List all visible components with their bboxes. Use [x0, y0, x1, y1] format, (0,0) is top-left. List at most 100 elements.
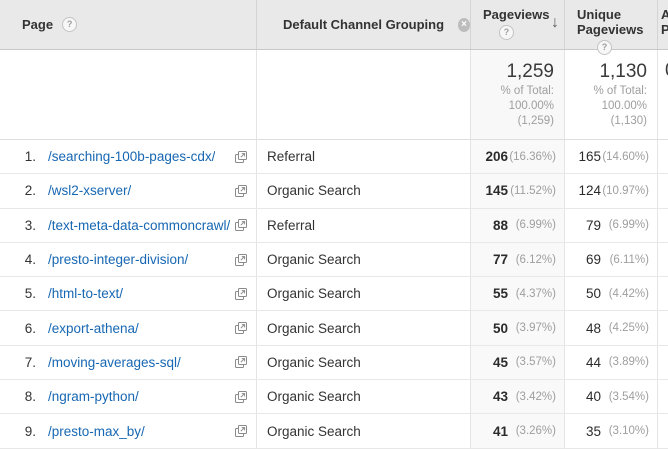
cropped-cell [657, 277, 668, 311]
unique-pageviews-percent: (14.60%) [602, 150, 649, 163]
channel-grouping-cell: Organic Search [256, 311, 470, 345]
pageviews-value: 45 [492, 354, 508, 370]
pageviews-percent: (3.97%) [515, 322, 556, 335]
sort-descending-icon: ↓ [551, 14, 559, 31]
column-header-pageviews[interactable]: Pageviews ? ↓ [470, 0, 564, 49]
pageviews-cell: 77 (6.12%) [470, 242, 564, 277]
table-row: 3. /text-meta-data-commoncrawl/ Referral… [0, 208, 668, 243]
unique-pageviews-value: 35 [585, 423, 601, 439]
unique-pageviews-percent: (3.89%) [608, 356, 649, 369]
page-link[interactable]: /html-to-text/ [48, 286, 124, 302]
page-link[interactable]: /ngram-python/ [48, 389, 139, 405]
help-icon[interactable]: ? [499, 25, 514, 40]
page-link[interactable]: /searching-100b-pages-cdx/ [48, 149, 216, 165]
page-cell: 5. /html-to-text/ [0, 277, 256, 310]
page-cell: 4. /presto-integer-division/ [0, 243, 256, 276]
unique-pageviews-cell: 40 (3.54%) [564, 380, 657, 414]
row-number: 8. [24, 389, 36, 405]
pageviews-total-pct-line2: 100.00% [508, 100, 554, 112]
page-cell: 9. /presto-max_by/ [0, 414, 256, 447]
pageviews-value: 43 [492, 389, 508, 405]
pageviews-cell: 41 (3.26%) [470, 414, 564, 448]
page-link[interactable]: /wsl2-xserver/ [48, 183, 132, 199]
table-row: 8. /ngram-python/ Organic Search 43 (3.4… [0, 380, 668, 415]
open-in-new-window-icon[interactable] [234, 321, 248, 335]
unique-pageviews-value: 44 [585, 354, 601, 370]
table-row: 1. /searching-100b-pages-cdx/ Referral 2… [0, 140, 668, 175]
page-cell: 2. /wsl2-xserver/ [0, 174, 256, 207]
open-in-new-window-icon[interactable] [234, 390, 248, 404]
page-link[interactable]: /text-meta-data-commoncrawl/ [48, 217, 231, 233]
unique-pageviews-total-pct-line3: (1,130) [610, 115, 647, 127]
cropped-cell [657, 140, 668, 174]
pageviews-percent: (4.37%) [515, 287, 556, 300]
page-link[interactable]: /presto-integer-division/ [48, 252, 189, 268]
unique-pageviews-percent: (10.97%) [602, 184, 649, 197]
remove-secondary-dimension-icon[interactable]: × [458, 17, 470, 32]
column-header-channel-grouping[interactable]: Default Channel Grouping × [256, 0, 470, 49]
open-in-new-window-icon[interactable] [234, 218, 248, 232]
cropped-cell [657, 345, 668, 380]
open-in-new-window-icon[interactable] [234, 287, 248, 301]
channel-grouping-value: Organic Search [267, 389, 361, 405]
page-cell: 8. /ngram-python/ [0, 380, 256, 413]
unique-pageviews-total-pct-line1: % of Total: [593, 85, 648, 97]
channel-grouping-value: Referral [267, 217, 316, 233]
column-header-cropped: A P [657, 0, 668, 49]
unique-pageviews-value: 40 [585, 389, 601, 405]
channel-grouping-cell: Organic Search [256, 414, 470, 448]
pageviews-value: 145 [485, 183, 508, 199]
pageviews-value: 55 [492, 286, 508, 302]
pageviews-cell: 45 (3.57%) [470, 345, 564, 380]
summary-unique-pageviews-cell: 1,130 % of Total: 100.00% (1,130) [564, 50, 657, 139]
channel-grouping-cell: Organic Search [256, 277, 470, 311]
help-icon[interactable]: ? [62, 17, 78, 32]
help-icon[interactable]: ? [597, 40, 612, 55]
open-in-new-window-icon[interactable] [234, 424, 248, 438]
pageviews-percent: (3.26%) [515, 425, 556, 438]
unique-pageviews-cell: 124 (10.97%) [564, 174, 657, 208]
open-in-new-window-icon[interactable] [234, 184, 248, 198]
channel-grouping-value: Organic Search [267, 320, 361, 336]
summary-cropped-cell: 0 [657, 50, 668, 139]
page-link[interactable]: /export-athena/ [48, 320, 139, 336]
page-cell: 3. /text-meta-data-commoncrawl/ [0, 209, 256, 242]
page-link[interactable]: /presto-max_by/ [48, 423, 145, 439]
table-row: 9. /presto-max_by/ Organic Search 41 (3.… [0, 414, 668, 449]
column-header-page[interactable]: Page ? [0, 0, 256, 49]
pageviews-value: 41 [492, 423, 508, 439]
pageviews-cell: 55 (4.37%) [470, 277, 564, 311]
cropped-cell [657, 414, 668, 448]
cropped-cell [657, 380, 668, 414]
summary-row: 1,259 % of Total: 100.00% (1,259) 1,130 … [0, 50, 668, 140]
page-column-label: Page [22, 17, 54, 32]
pageviews-value: 88 [492, 217, 508, 233]
channel-grouping-value: Organic Search [267, 423, 361, 439]
pageviews-percent: (6.99%) [515, 219, 556, 232]
open-in-new-window-icon[interactable] [234, 355, 248, 369]
table-row: 6. /export-athena/ Organic Search 50 (3.… [0, 311, 668, 346]
unique-pageviews-value: 50 [585, 286, 601, 302]
open-in-new-window-icon[interactable] [234, 253, 248, 267]
channel-grouping-value: Organic Search [267, 183, 361, 199]
cropped-column-label-line1: A [661, 7, 668, 22]
pageviews-cell: 145 (11.52%) [470, 174, 564, 208]
unique-pageviews-percent: (6.11%) [609, 253, 649, 266]
pageviews-column-label: Pageviews [483, 7, 550, 22]
channel-grouping-value: Organic Search [267, 252, 361, 268]
row-number: 1. [24, 149, 36, 165]
cropped-cell [657, 174, 668, 208]
page-cell: 1. /searching-100b-pages-cdx/ [0, 140, 256, 173]
column-header-unique-pageviews[interactable]: Unique Pageviews ? [564, 0, 657, 55]
unique-pageviews-column-label-line2: Pageviews [577, 22, 644, 37]
pageviews-total-pct-line3: (1,259) [517, 115, 554, 127]
unique-pageviews-value: 124 [578, 183, 601, 199]
cropped-cell [657, 311, 668, 345]
pageviews-cell: 50 (3.97%) [470, 311, 564, 345]
open-in-new-window-icon[interactable] [234, 150, 248, 164]
row-number: 9. [24, 423, 36, 439]
page-link[interactable]: /moving-averages-sql/ [48, 354, 181, 370]
pageviews-cell: 206 (16.36%) [470, 140, 564, 174]
unique-pageviews-value: 79 [585, 217, 601, 233]
